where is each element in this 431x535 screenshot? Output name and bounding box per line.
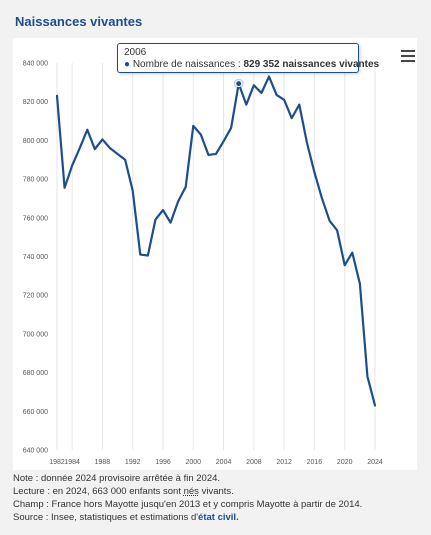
y-tick-label: 780 000 — [23, 177, 48, 184]
tooltip-year: 2006 — [124, 47, 147, 58]
y-tick-label: 740 000 — [23, 254, 48, 261]
source-prefix: Source : Insee, statistiques et estimati… — [13, 512, 199, 523]
series-dot-icon: ● — [124, 59, 131, 70]
data-point[interactable] — [342, 263, 347, 268]
data-point[interactable] — [108, 146, 113, 151]
x-tick-label: 1982 — [49, 459, 65, 466]
data-point[interactable] — [115, 151, 120, 156]
data-point[interactable] — [350, 250, 355, 255]
y-tick-label: 700 000 — [23, 331, 48, 338]
data-point[interactable] — [100, 137, 105, 142]
data-point[interactable] — [214, 151, 219, 156]
grid-layer — [56, 63, 376, 450]
data-point[interactable] — [312, 170, 317, 175]
data-point[interactable] — [123, 157, 128, 162]
x-tick-label: 2020 — [337, 459, 353, 466]
y-tick-label: 760 000 — [23, 215, 48, 222]
data-point[interactable] — [145, 253, 150, 258]
data-point[interactable] — [138, 252, 143, 257]
data-point[interactable] — [153, 217, 158, 222]
data-point[interactable] — [183, 184, 188, 189]
y-tick-label: 840 000 — [23, 61, 48, 68]
data-point[interactable] — [320, 196, 325, 201]
x-tick-label: 1984 — [64, 459, 80, 466]
etat-civil-link[interactable]: état civil. — [198, 512, 239, 523]
data-point[interactable] — [229, 125, 234, 130]
lecture-line: Lecture : en 2024, 663 000 enfants sont … — [13, 485, 362, 498]
x-tick-label: 2024 — [367, 459, 383, 466]
data-point[interactable] — [62, 185, 67, 190]
tooltip-line: ● Nombre de naissances : 829 352 naissan… — [124, 59, 379, 71]
data-point[interactable] — [327, 218, 332, 223]
data-point[interactable] — [251, 83, 256, 88]
data-point[interactable] — [130, 188, 135, 193]
data-point[interactable] — [77, 146, 82, 151]
y-tick-label: 680 000 — [23, 370, 48, 377]
champ-line: Champ : France hors Mayotte jusqu'en 201… — [13, 499, 363, 510]
data-point[interactable] — [259, 90, 264, 95]
data-tooltip: 2006 ● Nombre de naissances : 829 352 na… — [117, 43, 379, 73]
data-point[interactable] — [70, 163, 75, 168]
data-point[interactable] — [244, 102, 249, 107]
data-point[interactable] — [335, 228, 340, 233]
data-point[interactable] — [304, 140, 309, 145]
data-point[interactable] — [206, 152, 211, 157]
series-layer — [55, 74, 378, 408]
data-point[interactable] — [191, 123, 196, 128]
line-chart: 1982 1984 1988 1992 1996 2000 2004 2008 2012 2016… — [23, 61, 383, 467]
marker-layer — [233, 78, 244, 89]
data-point[interactable] — [85, 127, 90, 132]
page-title: Naissances vivantes — [15, 14, 143, 29]
x-tick-label: 2016 — [307, 459, 323, 466]
source-line: Source : Insee, statistiques et estimati… — [13, 511, 362, 524]
data-point[interactable] — [221, 139, 226, 144]
data-point[interactable] — [55, 93, 60, 98]
x-tick-label: 2004 — [216, 459, 232, 466]
data-point[interactable] — [161, 208, 166, 213]
y-tick-label: 660 000 — [23, 409, 48, 416]
chart-menu-icon[interactable] — [401, 50, 415, 62]
data-point[interactable] — [297, 102, 302, 107]
x-tick-label: 2000 — [185, 459, 201, 466]
data-point[interactable] — [357, 281, 362, 286]
tooltip-value: 829 352 naissances vivantes — [243, 59, 380, 70]
axis-layer: 1982 1984 1988 1992 1996 2000 2004 2008 2012 2016… — [23, 61, 383, 467]
x-tick-label: 1988 — [95, 459, 111, 466]
chart-notes: Note : donnée 2024 provisoire arrêtée à … — [13, 472, 362, 524]
data-point[interactable] — [373, 403, 378, 408]
x-tick-label: 1996 — [155, 459, 171, 466]
data-point[interactable] — [282, 97, 287, 102]
y-tick-label: 800 000 — [23, 138, 48, 145]
x-tick-label: 1992 — [125, 459, 141, 466]
lecture-prefix: Lecture : en 2024, 663 000 enfants sont — [13, 486, 184, 497]
data-point[interactable] — [176, 199, 181, 204]
y-tick-label: 640 000 — [23, 448, 48, 455]
x-tick-label: 2012 — [276, 459, 292, 466]
data-point[interactable] — [274, 92, 279, 97]
data-point[interactable] — [289, 116, 294, 121]
data-point[interactable] — [365, 374, 370, 379]
x-tick-label: 2008 — [246, 459, 262, 466]
lecture-word: nés — [183, 486, 199, 497]
note-line: Note : donnée 2024 provisoire arrêtée à … — [13, 473, 221, 484]
y-tick-label: 820 000 — [23, 99, 48, 106]
series-line[interactable] — [55, 75, 377, 407]
lecture-suffix: vivants. — [198, 486, 234, 497]
highlight-point[interactable] — [235, 80, 243, 88]
data-point[interactable] — [267, 74, 272, 79]
chart-container: 1982 1984 1988 1992 1996 2000 2004 2008 2012 2016… — [13, 38, 417, 470]
data-point[interactable] — [92, 147, 97, 152]
y-tick-label: 720 000 — [23, 293, 48, 300]
data-point[interactable] — [168, 220, 173, 225]
data-point[interactable] — [198, 132, 203, 137]
tooltip-series-label: Nombre de naissances : — [132, 59, 244, 70]
